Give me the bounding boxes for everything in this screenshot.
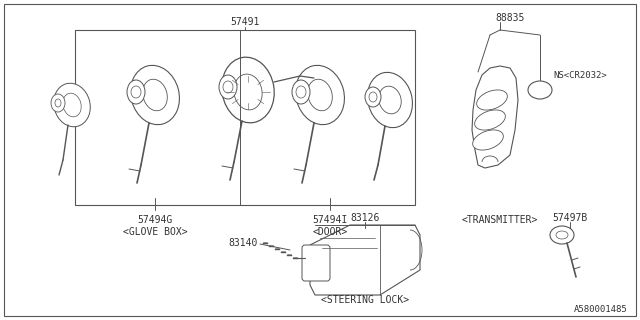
Ellipse shape [131, 86, 141, 98]
Ellipse shape [379, 86, 401, 114]
Ellipse shape [556, 231, 568, 239]
Text: 88835: 88835 [495, 13, 525, 23]
Text: <TRANSMITTER>: <TRANSMITTER> [462, 215, 538, 225]
Ellipse shape [234, 74, 262, 110]
Polygon shape [472, 66, 518, 168]
Ellipse shape [475, 110, 506, 130]
Ellipse shape [308, 79, 332, 111]
Ellipse shape [473, 130, 503, 150]
Text: A580001485: A580001485 [574, 306, 628, 315]
Text: <GLOVE BOX>: <GLOVE BOX> [123, 227, 188, 237]
Ellipse shape [55, 99, 61, 107]
Ellipse shape [127, 80, 145, 104]
Text: 83126: 83126 [350, 213, 380, 223]
Ellipse shape [365, 87, 381, 107]
Text: <STEERING LOCK>: <STEERING LOCK> [321, 295, 409, 305]
Ellipse shape [63, 93, 81, 117]
Ellipse shape [51, 94, 65, 112]
Ellipse shape [369, 92, 377, 102]
Ellipse shape [296, 65, 344, 124]
Polygon shape [310, 225, 420, 295]
Ellipse shape [54, 83, 90, 127]
Text: 83140: 83140 [228, 238, 258, 248]
Ellipse shape [143, 79, 167, 111]
Ellipse shape [296, 86, 306, 98]
Text: 57494I: 57494I [312, 215, 348, 225]
Ellipse shape [292, 80, 310, 104]
Ellipse shape [550, 226, 574, 244]
Ellipse shape [528, 81, 552, 99]
FancyBboxPatch shape [302, 245, 330, 281]
Ellipse shape [314, 76, 322, 82]
Text: 57494G: 57494G [138, 215, 173, 225]
Ellipse shape [309, 72, 327, 86]
Ellipse shape [477, 90, 508, 110]
Ellipse shape [367, 72, 412, 128]
Text: NS<CR2032>: NS<CR2032> [553, 70, 607, 79]
Ellipse shape [222, 57, 274, 123]
Text: 57491: 57491 [230, 17, 260, 27]
Ellipse shape [219, 75, 237, 99]
Bar [75, 30, 415, 205]
Ellipse shape [131, 65, 179, 124]
Text: 57497B: 57497B [552, 213, 588, 223]
Text: <DOOR>: <DOOR> [312, 227, 348, 237]
Ellipse shape [223, 81, 233, 93]
